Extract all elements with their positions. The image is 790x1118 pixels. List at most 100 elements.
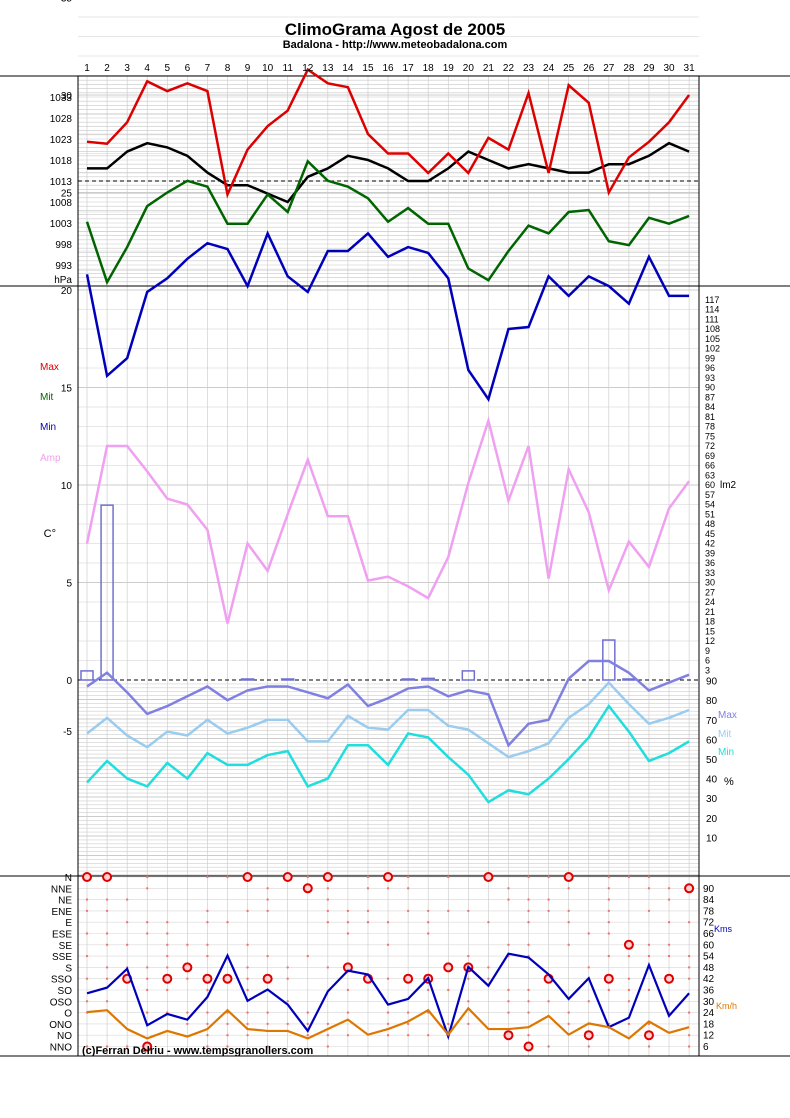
wind-frequency-point [667, 887, 671, 890]
wind-frequency-point [406, 1011, 410, 1014]
wind-frequency-point [507, 943, 510, 946]
wind-speed-tick-label: 6 [703, 1042, 709, 1053]
wind-frequency-point [406, 1034, 410, 1037]
wind-frequency-point [266, 954, 269, 958]
day-label: 7 [205, 63, 211, 74]
wind-frequency-point [607, 875, 611, 879]
wind-frequency-point [627, 988, 631, 992]
wind-frequency-point [146, 988, 149, 992]
wind-frequency-point [386, 921, 390, 924]
humidity-legend-mit: Mit [718, 729, 732, 740]
wind-frequency-point [687, 966, 691, 969]
day-label: 29 [643, 63, 655, 74]
wind-frequency-point [105, 932, 109, 935]
wind-frequency-point [346, 932, 350, 935]
wind-frequency-point [447, 875, 450, 879]
precipitation-tick-label: 90 [705, 383, 715, 393]
wind-frequency-point [687, 1045, 691, 1048]
wind-frequency-point [426, 988, 430, 992]
wind-speed-tick-label: 60 [703, 940, 715, 951]
temperature-tick-label: 30 [61, 91, 73, 102]
precipitation-tick-label: 36 [705, 558, 715, 568]
humidity-tick-label: 30 [706, 794, 718, 805]
precipitation-tick-label: 57 [705, 490, 715, 500]
pressure-unit-label: hPa [54, 275, 72, 286]
wind-frequency-point [105, 977, 109, 980]
wind-frequency-point [467, 909, 470, 913]
wind-frequency-point [386, 943, 390, 946]
wind-frequency-point [507, 1000, 510, 1003]
temperature-series-min [85, 230, 690, 403]
wind-frequency-point [527, 1034, 530, 1037]
pressure-tick-label: 1018 [50, 156, 73, 167]
wind-frequency-point [447, 988, 450, 992]
wind-speed-tick-label: 12 [703, 1031, 715, 1042]
wind-frequency-point [206, 1045, 209, 1048]
wind-frequency-point [166, 988, 169, 992]
day-label: 9 [245, 63, 251, 74]
wind-frequency-point [366, 875, 370, 879]
wind-frequency-point [226, 875, 229, 879]
wind-direction-label: OSO [50, 997, 72, 1008]
wind-frequency-point [547, 909, 550, 913]
precipitation-tick-label: 30 [705, 578, 715, 588]
wind-frequency-point [226, 1022, 229, 1026]
wind-frequency-point [105, 909, 109, 913]
humidity-tick-label: 20 [706, 814, 718, 825]
humidity-tick-label: 90 [706, 677, 718, 688]
wind-frequency-point [366, 909, 370, 913]
wind-frequency-point [507, 988, 510, 992]
wind-speed-tick-label: 66 [703, 929, 715, 940]
precipitation-tick-label: 12 [705, 636, 715, 646]
wind-frequency-point [507, 887, 510, 890]
wind-frequency-point [607, 909, 611, 913]
precipitation-tick-label: 96 [705, 363, 715, 373]
wind-frequency-point [386, 1011, 390, 1014]
wind-dominant-marker [242, 872, 253, 882]
wind-frequency-point [146, 932, 149, 935]
humidity-legend-max: Max [718, 710, 737, 721]
wind-frequency-point [467, 1022, 470, 1026]
wind-dominant-marker [182, 962, 193, 973]
wind-frequency-point [487, 966, 490, 969]
wind-frequency-point [85, 898, 89, 901]
wind-frequency-point [607, 954, 611, 958]
precipitation-tick-label: 105 [705, 334, 720, 344]
wind-frequency-point [326, 887, 330, 890]
chart-subtitle: Badalona - http://www.meteobadalona.com [282, 39, 508, 51]
wind-speed-tick-label: 78 [703, 906, 715, 917]
humidity-series-mit [86, 680, 690, 759]
wind-frequency-point [186, 943, 189, 946]
wind-frequency-point [587, 1000, 590, 1003]
wind-frequency-point [667, 954, 671, 958]
wind-direction-label: E [65, 918, 72, 929]
wind-frequency-point [186, 1022, 189, 1026]
wind-frequency-point [146, 921, 149, 924]
temperature-tick-label: 10 [61, 481, 73, 492]
precipitation-bar [401, 678, 415, 681]
wind-frequency-point [246, 966, 249, 969]
wind-frequency-point [105, 898, 109, 901]
wind-frequency-point [266, 898, 269, 901]
wind-frequency-point [647, 943, 651, 946]
precipitation-tick-label: 99 [705, 353, 715, 363]
wind-frequency-point [166, 954, 169, 958]
humidity-tick-label: 10 [706, 833, 718, 844]
precipitation-tick-label: 117 [705, 295, 719, 305]
wind-frequency-point [346, 988, 350, 992]
wind-frequency-point [386, 1022, 390, 1026]
wind-frequency-point [246, 988, 249, 992]
wind-frequency-point [166, 921, 169, 924]
wind-frequency-point [667, 943, 671, 946]
wind-frequency-point [647, 909, 651, 913]
temperature-legend-mit: Mit [40, 392, 54, 403]
precipitation-tick-label: 78 [705, 422, 715, 432]
wind-frequency-point [467, 977, 470, 980]
wind-frequency-point [426, 921, 430, 924]
wind-frequency-point [627, 977, 631, 980]
precipitation-tick-label: 63 [705, 470, 715, 480]
precipitation-tick-label: 75 [705, 431, 715, 441]
wind-dominant-marker [623, 939, 634, 950]
wind-frequency-point [226, 1045, 229, 1048]
wind-frequency-point [547, 1045, 550, 1048]
